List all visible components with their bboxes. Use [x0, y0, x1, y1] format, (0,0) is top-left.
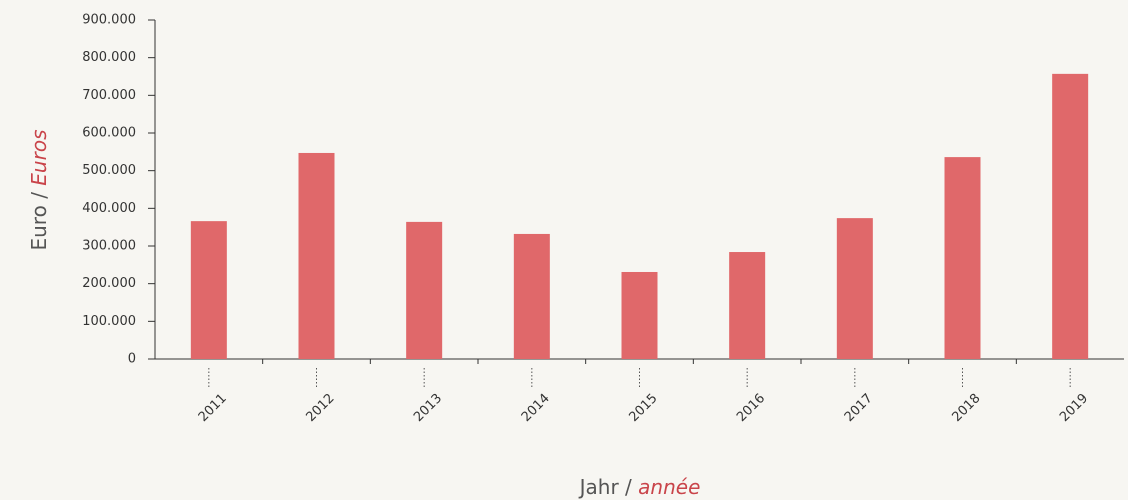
y-tick-label: 800.000 — [82, 50, 136, 65]
y-tick-label: 100.000 — [82, 314, 136, 329]
y-tick-label: 400.000 — [82, 201, 136, 216]
y-tick-label: 900.000 — [82, 13, 136, 28]
bar — [729, 252, 766, 359]
bar — [621, 271, 658, 359]
x-label-sep: / — [625, 475, 632, 499]
y-label-sep: / — [27, 192, 51, 199]
bar — [513, 233, 550, 359]
x-label-de: Jahr — [578, 475, 620, 499]
bar — [298, 152, 335, 359]
x-axis-label: Jahr / année — [578, 475, 701, 499]
y-tick-label: 200.000 — [82, 276, 136, 291]
bar — [944, 157, 981, 359]
y-tick-label: 700.000 — [82, 88, 136, 103]
y-tick-label: 0 — [128, 352, 136, 367]
bar — [406, 221, 443, 359]
y-label-fr: Euros — [27, 129, 51, 185]
bar — [1052, 73, 1089, 359]
bar — [836, 218, 873, 359]
y-tick-label: 300.000 — [82, 239, 136, 254]
y-label-de: Euro — [27, 205, 51, 250]
y-axis-label: Euro / Euros — [27, 129, 51, 250]
y-tick-label: 600.000 — [82, 126, 136, 141]
x-label-fr: année — [638, 475, 700, 499]
bar — [190, 221, 227, 359]
y-tick-label: 500.000 — [82, 163, 136, 178]
